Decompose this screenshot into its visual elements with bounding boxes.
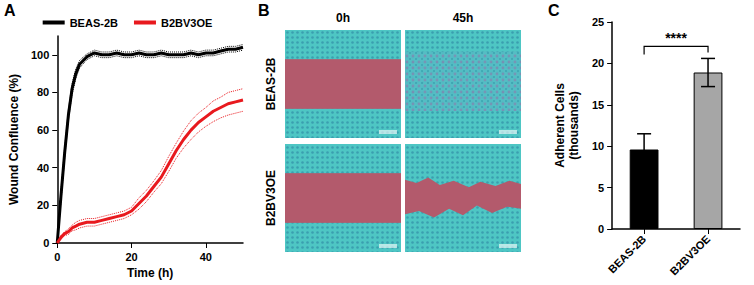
svg-text:15: 15 — [592, 99, 604, 111]
svg-text:45h: 45h — [453, 11, 474, 25]
svg-text:0: 0 — [43, 237, 49, 249]
html-text:B: B — [258, 2, 270, 19]
svg-text:0: 0 — [54, 251, 60, 263]
svg-text:10: 10 — [592, 140, 604, 152]
svg-text:Adherent Cells: Adherent Cells — [553, 83, 567, 168]
svg-text:B2BV3OE: B2BV3OE — [161, 17, 212, 29]
html-text:C: C — [548, 2, 560, 19]
svg-text:20: 20 — [125, 251, 137, 263]
svg-text:20: 20 — [592, 57, 604, 69]
svg-text:Wound Confluence (%): Wound Confluence (%) — [7, 74, 21, 205]
html-text:A: A — [4, 2, 16, 19]
svg-text:(thousands): (thousands) — [567, 91, 581, 160]
svg-text:5: 5 — [598, 182, 604, 194]
svg-text:40: 40 — [37, 162, 49, 174]
svg-text:Time (h): Time (h) — [127, 266, 173, 280]
svg-text:****: **** — [665, 30, 687, 46]
svg-text:BEAS-2B: BEAS-2B — [70, 17, 118, 29]
svg-text:100: 100 — [31, 49, 49, 61]
svg-text:BEAS-2B: BEAS-2B — [606, 233, 649, 276]
svg-text:0: 0 — [598, 223, 604, 235]
svg-text:25: 25 — [592, 16, 604, 28]
svg-text:40: 40 — [200, 251, 212, 263]
svg-text:60: 60 — [37, 124, 49, 136]
svg-text:BEAS-2B: BEAS-2B — [264, 57, 278, 110]
svg-text:B2BV3OE: B2BV3OE — [668, 233, 713, 278]
svg-text:80: 80 — [37, 86, 49, 98]
svg-text:20: 20 — [37, 199, 49, 211]
svg-text:0h: 0h — [336, 11, 350, 25]
svg-text:B2BV3OE: B2BV3OE — [264, 170, 278, 226]
